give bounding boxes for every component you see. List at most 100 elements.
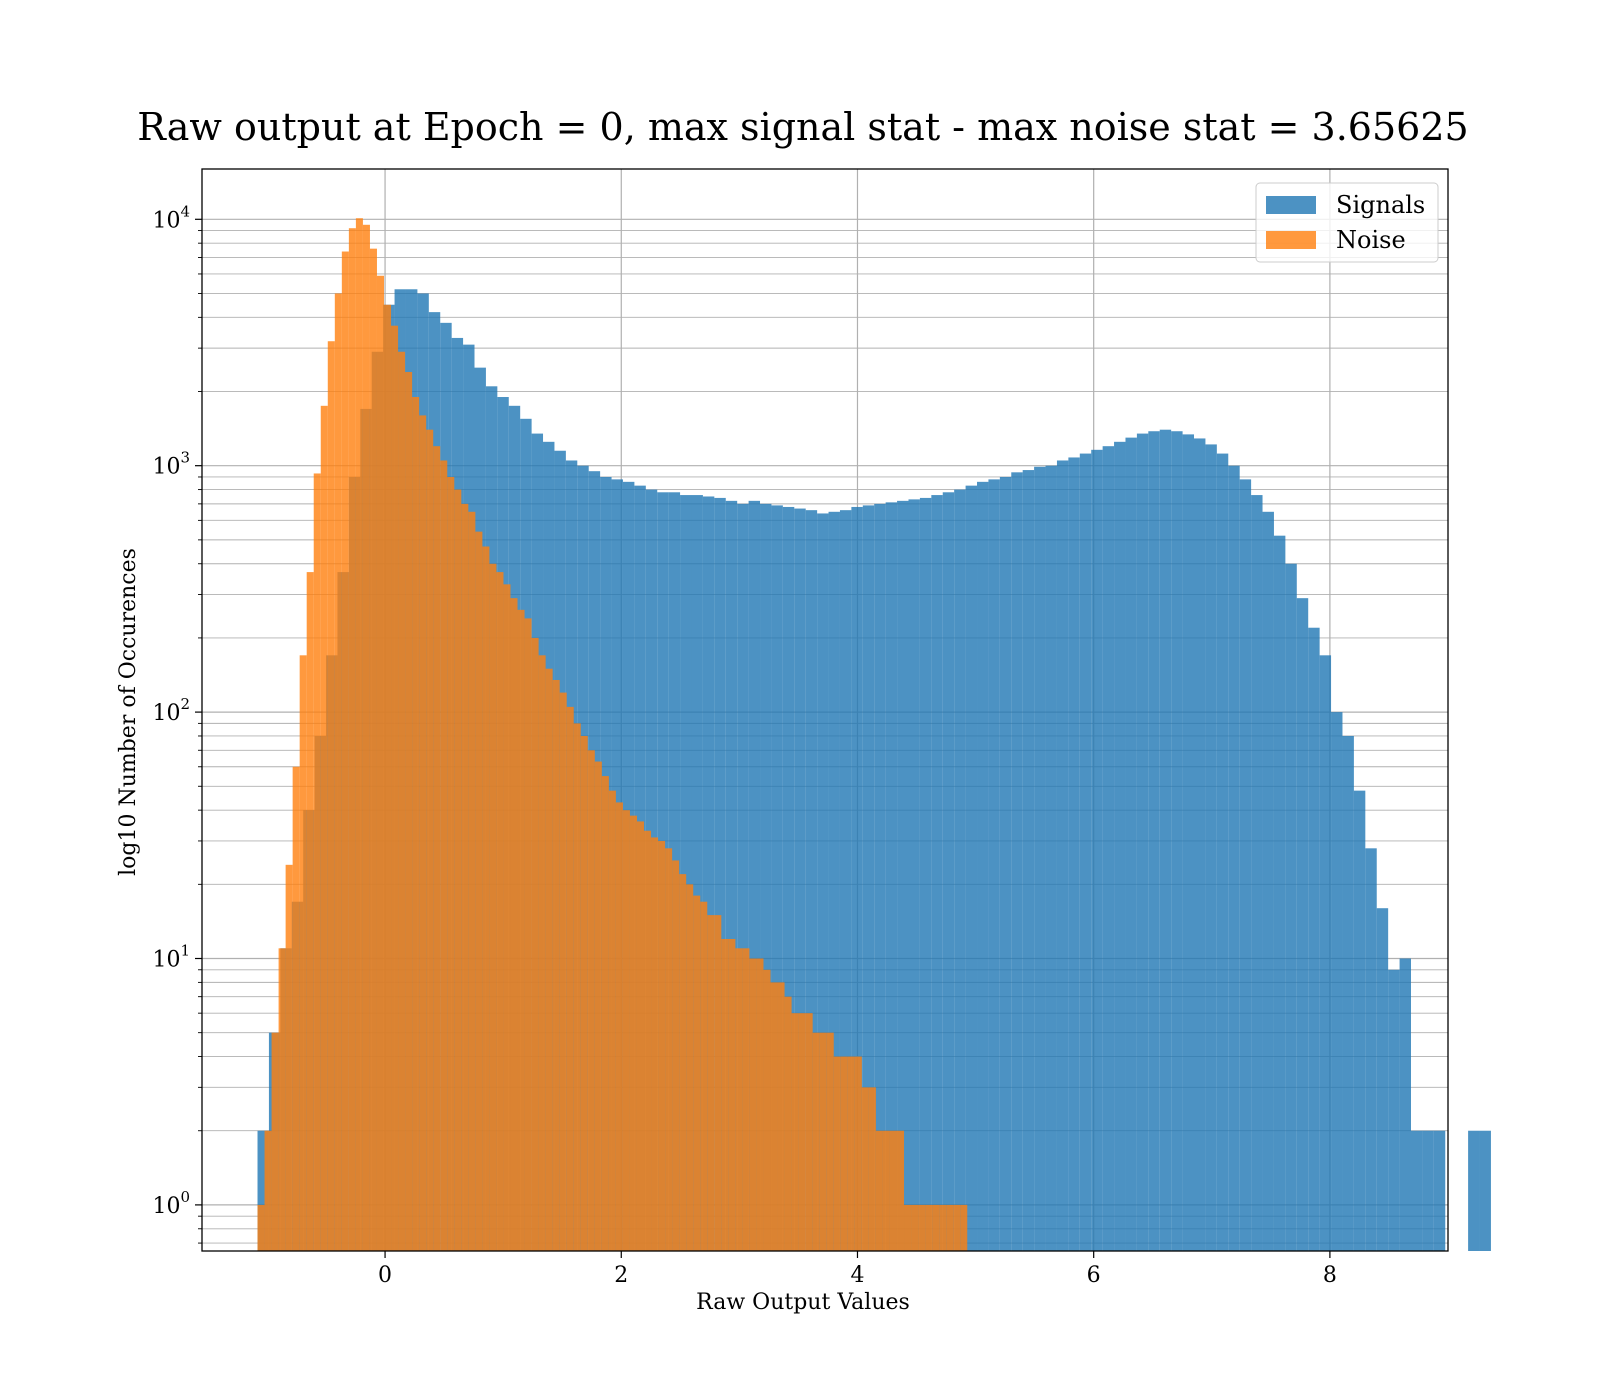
histogram-bar-noise — [651, 837, 659, 1251]
histogram-bar-noise — [904, 1204, 912, 1251]
x-tick-label: 4 — [850, 1263, 864, 1288]
legend-label-noise: Noise — [1336, 226, 1406, 254]
histogram-bar-noise — [918, 1204, 926, 1251]
histogram-bar-noise — [777, 982, 785, 1251]
histogram-bar-noise — [615, 802, 623, 1251]
histogram-bar-noise — [946, 1204, 954, 1251]
histogram-bar-noise — [348, 228, 356, 1252]
histogram-bar-noise — [398, 351, 406, 1251]
x-tick-label: 6 — [1087, 1263, 1101, 1288]
histogram-bar-signals — [1068, 457, 1080, 1252]
histogram-bar-noise — [791, 1013, 799, 1251]
histogram-bar-signals — [942, 492, 955, 1252]
histogram-bar-signals — [1388, 969, 1400, 1251]
histogram-bar-noise — [896, 1130, 905, 1251]
histogram-bar-signals — [897, 500, 909, 1252]
x-axis-label: Raw Output Values — [696, 1290, 910, 1315]
histogram-bar-signals — [977, 481, 989, 1251]
histogram-bar-noise — [419, 415, 427, 1252]
histogram-bar-signals — [782, 506, 795, 1252]
histogram-bar-noise — [362, 224, 370, 1251]
histogram-bar-signals — [760, 503, 772, 1251]
histogram-bar-noise — [552, 679, 560, 1251]
histogram-bar-signals — [1011, 472, 1023, 1251]
histogram-bar-noise — [953, 1204, 961, 1251]
histogram-bar-signals — [1228, 465, 1240, 1251]
histogram-bar-noise — [812, 1032, 820, 1251]
y-tick-label: 104 — [152, 202, 190, 233]
histogram-bar-signals — [828, 511, 840, 1252]
histogram-bar-noise — [925, 1204, 933, 1251]
histogram-bar-signals — [817, 513, 829, 1251]
histogram-bar-noise — [721, 938, 729, 1251]
histogram-bar-signals — [805, 510, 818, 1252]
histogram-bar-signals — [999, 476, 1012, 1252]
histogram-bar-signals — [1353, 790, 1366, 1251]
histogram-bar-signals — [1342, 735, 1354, 1251]
histogram-bar-noise — [833, 1056, 841, 1251]
histogram-bar-noise — [412, 397, 420, 1251]
histogram-bar-noise — [707, 915, 715, 1251]
histogram-bar-noise — [531, 637, 539, 1251]
histogram-bar-noise — [686, 884, 694, 1251]
histogram-bar-noise — [334, 293, 342, 1251]
histogram-bar-signals — [714, 497, 726, 1252]
histogram-bar-signals — [1239, 479, 1252, 1251]
y-tick-label: 101 — [152, 942, 190, 973]
histogram-bar-noise — [538, 655, 546, 1251]
histogram-bar-noise — [700, 901, 708, 1251]
x-tick-label: 0 — [378, 1263, 392, 1288]
legend-label-signals: Signals — [1336, 191, 1425, 219]
histogram-bar-noise — [369, 248, 377, 1251]
histogram-bar-signals — [1365, 848, 1377, 1251]
histogram-bar-noise — [714, 915, 722, 1251]
histogram-bar-signals — [839, 510, 852, 1252]
histogram-bar-noise — [292, 766, 300, 1251]
histogram-bar-noise — [327, 341, 335, 1251]
histogram-bar-noise — [475, 531, 483, 1251]
histogram-bar-noise — [672, 860, 680, 1251]
y-tick-label: 103 — [152, 449, 190, 480]
histogram-bar-signals — [931, 495, 943, 1251]
histogram-bar-noise — [587, 750, 595, 1251]
histogram-bar-noise — [742, 948, 750, 1251]
histogram-bar-noise — [496, 572, 504, 1251]
histogram-bar-signals — [1296, 598, 1309, 1251]
histogram-bar-noise — [391, 325, 399, 1251]
series-noise-bars — [257, 218, 968, 1252]
histogram-bar-noise — [278, 948, 286, 1251]
histogram-bar-noise — [636, 821, 645, 1251]
histogram-bar-noise — [376, 275, 384, 1251]
y-axis-label: log10 Number of Occurences — [116, 548, 141, 876]
histogram-bar-signals — [1056, 460, 1069, 1251]
histogram-bar-noise — [784, 996, 792, 1251]
histogram-bar-noise — [932, 1204, 940, 1251]
histogram-bar-noise — [693, 895, 701, 1251]
histogram-bar-signals — [919, 497, 932, 1252]
axes: 0 2 4 6 8 100 101 102 103 104 — [152, 168, 1449, 1288]
histogram-bar-signals — [748, 500, 761, 1252]
histogram-bar-noise — [503, 584, 511, 1251]
y-tick-label: 102 — [152, 695, 190, 726]
histogram-bar-signals — [954, 489, 966, 1251]
histogram-bar-noise — [461, 503, 469, 1251]
histogram-bar-noise — [847, 1056, 855, 1251]
histogram-bar-noise — [763, 969, 771, 1251]
histogram-bar-noise — [489, 563, 497, 1251]
histogram-bar-noise — [257, 1204, 265, 1251]
histogram-bar-signals — [1205, 444, 1217, 1251]
histogram-bar-signals — [908, 499, 920, 1251]
histogram-bar-signals — [1045, 465, 1057, 1251]
plot-frame — [201, 168, 1449, 1252]
histogram-bar-signals — [862, 505, 875, 1252]
histogram-bar-noise — [840, 1056, 848, 1251]
histogram-bar-noise — [341, 251, 349, 1252]
histogram-bar-signals — [1216, 453, 1229, 1252]
histogram-bar-signals — [1308, 627, 1320, 1251]
histogram-bar-signals — [1251, 495, 1263, 1251]
histogram-bar-signals — [725, 500, 738, 1252]
histogram-bar-noise — [447, 476, 455, 1252]
histogram-bar-signals — [1433, 1130, 1446, 1251]
histogram-bar-noise — [770, 982, 778, 1251]
histogram-bar-noise — [524, 618, 532, 1251]
